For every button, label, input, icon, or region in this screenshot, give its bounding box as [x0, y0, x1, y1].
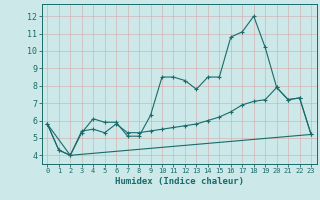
X-axis label: Humidex (Indice chaleur): Humidex (Indice chaleur) [115, 177, 244, 186]
